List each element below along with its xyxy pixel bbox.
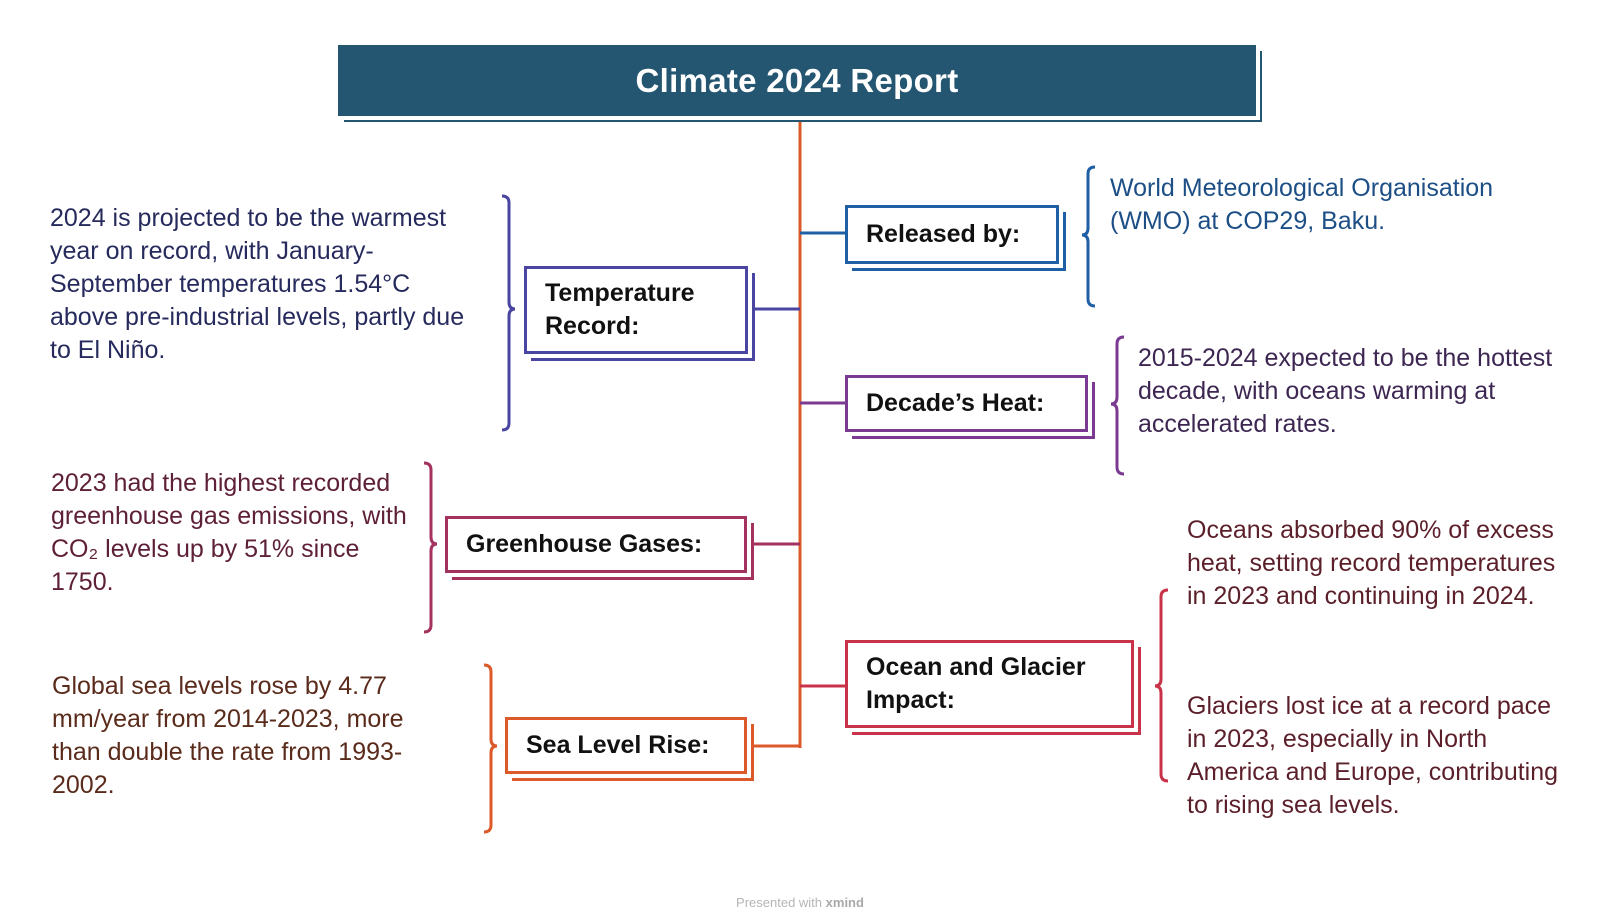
bracket-ocean bbox=[1154, 588, 1169, 783]
bracket-temperature bbox=[501, 194, 516, 432]
topic-label: Released by: bbox=[866, 220, 1021, 248]
temperature-record-detail: 2024 is projected to be the warmest year… bbox=[50, 204, 465, 364]
topic-label: Greenhouse Gases: bbox=[466, 530, 703, 558]
topic-label: Temperature Record: bbox=[545, 279, 695, 340]
topic-released-by[interactable]: Released by: bbox=[845, 205, 1059, 264]
sea-level-rise-detail: Global sea levels rose by 4.77 mm/year f… bbox=[52, 672, 404, 799]
decades-heat-detail: 2015-2024 expected to be the hottest dec… bbox=[1138, 344, 1553, 438]
footer-prefix: Presented with bbox=[736, 895, 823, 910]
bracket-decade bbox=[1110, 335, 1125, 476]
topic-greenhouse-gases[interactable]: Greenhouse Gases: bbox=[445, 516, 747, 573]
topic-sea-level-rise[interactable]: Sea Level Rise: bbox=[505, 717, 747, 774]
topic-label: Ocean and Glacier Impact: bbox=[866, 653, 1086, 714]
footer-credit: Presented with xmind bbox=[0, 895, 1600, 910]
topic-temperature-record[interactable]: Temperature Record: bbox=[524, 266, 748, 354]
ocean-impact-detail: Oceans absorbed 90% of excess heat, sett… bbox=[1187, 516, 1556, 610]
glacier-impact-detail: Glaciers lost ice at a record pace in 20… bbox=[1187, 692, 1559, 819]
greenhouse-gases-detail: 2023 had the highest recorded greenhouse… bbox=[51, 469, 407, 596]
topic-decades-heat[interactable]: Decade’s Heat: bbox=[845, 375, 1088, 432]
bracket-sea bbox=[483, 663, 498, 834]
released-by-detail: World Meteorological Organisation (WMO) … bbox=[1110, 174, 1494, 235]
xmind-brand[interactable]: xmind bbox=[825, 895, 864, 910]
topic-ocean-glacier-impact[interactable]: Ocean and Glacier Impact: bbox=[845, 640, 1134, 728]
topic-label: Decade’s Heat: bbox=[866, 389, 1045, 417]
bracket-released bbox=[1081, 165, 1096, 308]
central-topic-title[interactable]: Climate 2024 Report bbox=[338, 45, 1256, 116]
bracket-greenhouse bbox=[423, 461, 438, 634]
topic-label: Sea Level Rise: bbox=[526, 731, 710, 759]
